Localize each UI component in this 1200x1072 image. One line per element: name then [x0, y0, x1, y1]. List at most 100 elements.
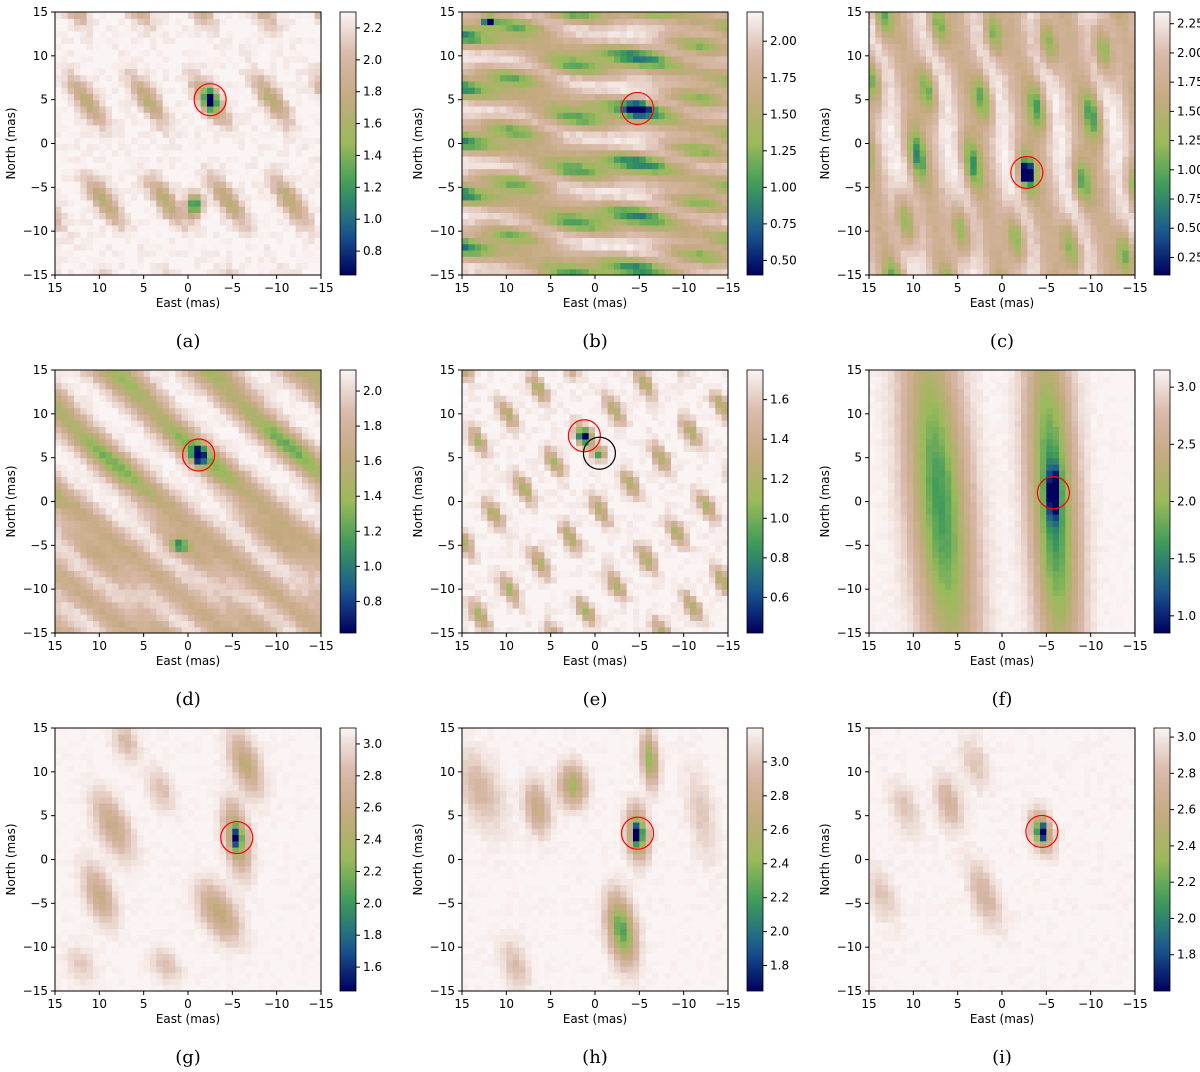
heatmap-cell	[1008, 43, 1016, 51]
heatmap-cell	[951, 49, 959, 57]
heatmap-cell	[162, 105, 170, 113]
heatmap-cell	[55, 43, 62, 51]
heatmap-cell	[105, 68, 113, 76]
heatmap-cell	[888, 168, 895, 176]
heatmap-cell	[588, 87, 596, 94]
heatmap-cell	[1033, 105, 1041, 113]
heatmap-cell	[696, 249, 704, 257]
heatmap-cell	[1033, 112, 1041, 120]
heatmap-cell	[951, 37, 959, 44]
heatmap-cell	[900, 68, 908, 76]
heatmap-cell	[932, 249, 940, 257]
heatmap-cell	[474, 231, 482, 239]
heatmap-cell	[169, 93, 176, 101]
heatmap-cell	[105, 168, 113, 176]
heatmap-cell	[137, 18, 145, 26]
heatmap-cell	[213, 43, 221, 51]
heatmap-cell	[308, 137, 316, 145]
heatmap-cell	[702, 199, 710, 207]
heatmap-cell	[194, 206, 202, 213]
heatmap-cell	[74, 80, 81, 88]
heatmap-cell	[658, 99, 666, 107]
heatmap-cell	[595, 99, 602, 107]
heatmap-cell	[652, 93, 659, 101]
heatmap-cell	[251, 49, 259, 57]
heatmap-cell	[302, 124, 309, 132]
heatmap-cell	[245, 137, 252, 145]
heatmap-cell	[983, 80, 990, 88]
heatmap-cell	[219, 181, 227, 188]
heatmap-cell	[500, 112, 507, 120]
heatmap-cell	[295, 212, 303, 220]
heatmap-cell	[219, 187, 227, 195]
heatmap-cell	[900, 137, 908, 145]
heatmap-cell	[588, 262, 596, 270]
heatmap-cell	[67, 149, 75, 157]
heatmap-cell	[181, 262, 189, 270]
heatmap-cell	[709, 231, 716, 239]
heatmap-cell	[869, 262, 876, 270]
heatmap-cell	[913, 212, 921, 220]
heatmap-cell	[302, 130, 309, 138]
heatmap-cell	[302, 80, 309, 88]
heatmap-cell	[563, 231, 571, 239]
heatmap-cell	[308, 168, 316, 176]
heatmap-cell	[658, 130, 666, 138]
heatmap-cell	[671, 43, 678, 51]
heatmap-cell	[150, 187, 157, 195]
heatmap-cell	[907, 206, 914, 213]
heatmap-cell	[150, 168, 157, 176]
heatmap-cell	[200, 181, 208, 188]
heatmap-cell	[162, 93, 170, 101]
heatmap-cell	[105, 118, 113, 126]
heatmap-cell	[1027, 99, 1035, 107]
heatmap-cell	[1008, 168, 1016, 176]
heatmap-cell	[245, 43, 252, 51]
heatmap-cell	[493, 174, 501, 182]
heatmap-cell	[251, 212, 259, 220]
heatmap-cell	[1014, 168, 1022, 176]
heatmap-cell	[295, 137, 303, 145]
heatmap-cell	[124, 55, 132, 63]
heatmap-cell	[677, 174, 685, 182]
heatmap-cell	[721, 199, 729, 207]
heatmap-cell	[645, 149, 653, 157]
heatmap-cell	[131, 87, 138, 94]
heatmap-cell	[169, 24, 176, 32]
heatmap-cell	[620, 87, 628, 94]
heatmap-cell	[99, 199, 107, 207]
heatmap-cell	[888, 143, 895, 151]
heatmap-cell	[538, 130, 545, 138]
heatmap-cell	[671, 99, 678, 107]
heatmap-cell	[264, 243, 271, 251]
heatmap-cell	[226, 87, 233, 94]
heatmap-cell	[875, 80, 883, 88]
heatmap-cell	[671, 118, 678, 126]
heatmap-cell	[639, 49, 647, 57]
heatmap-cell	[143, 112, 151, 120]
heatmap-cell	[683, 143, 691, 151]
heatmap-cell	[194, 112, 202, 120]
x-tick-label: 5	[140, 281, 148, 295]
heatmap-cell	[74, 124, 81, 132]
heatmap-cell	[995, 249, 1003, 257]
heatmap-cell	[907, 62, 914, 69]
heatmap-cell	[124, 168, 132, 176]
heatmap-cell	[188, 218, 195, 226]
heatmap-cell	[61, 212, 69, 220]
heatmap-cell	[118, 168, 126, 176]
heatmap-cell	[124, 137, 132, 145]
heatmap-cell	[538, 93, 545, 101]
heatmap-cell	[525, 231, 533, 239]
heatmap-cell	[538, 74, 545, 82]
heatmap-cell	[188, 256, 195, 264]
heatmap-cell	[569, 199, 577, 207]
heatmap-cell	[474, 130, 482, 138]
heatmap-cell	[162, 99, 170, 107]
heatmap-cell	[257, 237, 265, 245]
heatmap-cell	[1065, 249, 1073, 257]
heatmap-cell	[900, 149, 908, 157]
heatmap-cell	[219, 43, 227, 51]
heatmap-cell	[913, 262, 921, 270]
heatmap-cell	[715, 118, 723, 126]
